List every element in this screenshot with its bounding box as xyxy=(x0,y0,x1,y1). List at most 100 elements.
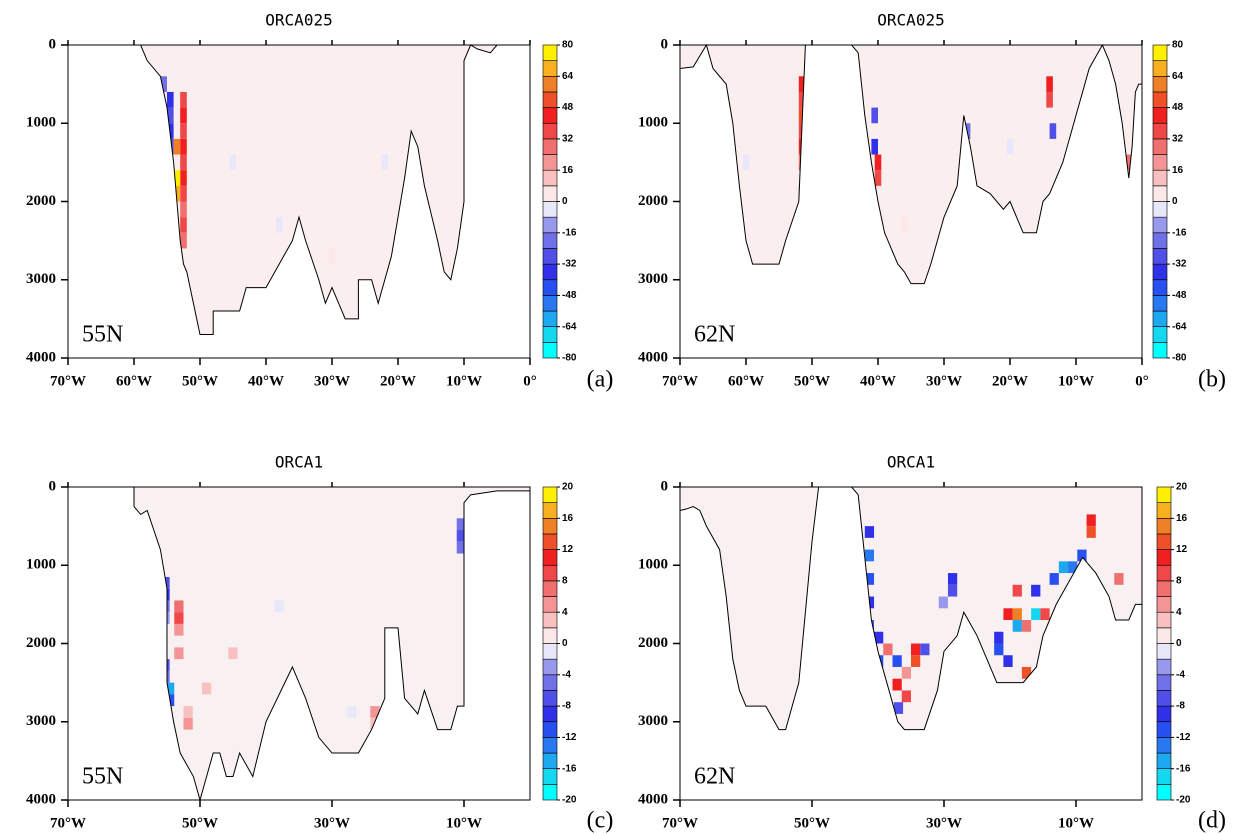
bathymetry xyxy=(68,486,530,802)
cell xyxy=(874,154,882,171)
cell xyxy=(347,706,357,718)
y-tick-label: 2000 xyxy=(638,193,668,209)
cell xyxy=(274,600,284,613)
chart-title: ORCA025 xyxy=(265,11,332,30)
panel-label: (c) xyxy=(587,808,614,834)
colorbar-box xyxy=(542,154,558,171)
colorbar-label: 12 xyxy=(562,544,574,555)
cell xyxy=(183,706,193,718)
colorbar-label: 16 xyxy=(1176,513,1188,524)
colorbar-box xyxy=(542,580,558,597)
cell xyxy=(160,670,170,683)
colorbar-box xyxy=(1152,91,1168,108)
colorbar-label: -20 xyxy=(562,795,577,806)
colorbar-box xyxy=(1152,154,1168,171)
colorbar-label: 0 xyxy=(562,196,568,207)
colorbar-box xyxy=(1156,690,1172,707)
cell xyxy=(167,91,174,108)
cell xyxy=(892,655,902,667)
y-tick-label: 4000 xyxy=(638,349,668,365)
cell xyxy=(180,217,187,233)
colorbar-box xyxy=(542,185,558,202)
colorbar-box xyxy=(542,737,558,754)
y-tick-label: 1000 xyxy=(638,115,668,131)
y-tick-label: 3000 xyxy=(638,713,668,729)
colorbar-box xyxy=(1156,549,1172,566)
colorbar-box xyxy=(1156,502,1172,519)
cell xyxy=(1031,584,1041,597)
ocean xyxy=(68,45,530,335)
colorbar-label: -16 xyxy=(1176,763,1191,774)
x-tick-label: 30°W xyxy=(314,373,350,389)
x-tick-label: 70°W xyxy=(50,815,86,831)
cell xyxy=(180,138,187,155)
cell xyxy=(871,107,878,124)
x-tick-label: 30°W xyxy=(926,373,962,389)
x-tick-label: 50°W xyxy=(794,373,830,389)
colorbar-box xyxy=(542,705,558,723)
cell xyxy=(901,217,908,233)
location-label: 62N xyxy=(694,764,735,790)
colorbar-box xyxy=(1152,122,1168,140)
colorbar-box xyxy=(1152,232,1168,249)
cell xyxy=(456,530,466,542)
colorbar-label: -12 xyxy=(562,732,577,743)
colorbar-box xyxy=(542,768,558,785)
colorbar-label: -64 xyxy=(562,321,577,332)
cell xyxy=(938,596,948,609)
cell xyxy=(275,217,283,233)
colorbar-box xyxy=(542,263,558,281)
colorbar-box xyxy=(1156,517,1172,535)
colorbar-box xyxy=(542,342,558,359)
colorbar-box xyxy=(542,122,558,140)
colorbar-label: 80 xyxy=(1172,40,1184,51)
x-tick-label: 50°W xyxy=(182,373,218,389)
x-tick-label: 60°W xyxy=(728,373,764,389)
colorbar-box xyxy=(1152,263,1168,281)
x-tick-label: 70°W xyxy=(662,815,698,831)
colorbar-label: 16 xyxy=(562,513,574,524)
cell xyxy=(1003,608,1013,621)
y-tick-label: 0 xyxy=(661,478,669,494)
cell xyxy=(228,647,238,660)
x-tick-label: 70°W xyxy=(50,373,86,389)
cell xyxy=(1012,608,1022,621)
x-tick-label: 0° xyxy=(1135,373,1149,389)
colorbar-label: 8 xyxy=(562,576,568,587)
cell xyxy=(160,588,170,601)
x-tick-label: 70°W xyxy=(662,373,698,389)
colorbar-label: 0 xyxy=(1176,638,1182,649)
cell xyxy=(174,647,184,660)
colorbar-box xyxy=(1156,580,1172,597)
colorbar-box xyxy=(1156,721,1172,738)
colorbar-box xyxy=(1152,201,1168,218)
ocean xyxy=(680,45,1142,284)
y-tick-label: 1000 xyxy=(26,115,56,131)
cell xyxy=(1021,620,1032,632)
colorbar-box xyxy=(542,564,558,582)
colorbar-label: -4 xyxy=(1176,669,1185,680)
colorbar-label: 0 xyxy=(1172,196,1178,207)
colorbar-box xyxy=(1156,737,1172,754)
colorbar-box xyxy=(542,533,558,550)
colorbar-box xyxy=(1156,784,1172,801)
colorbar-box xyxy=(542,169,558,187)
y-tick-label: 2000 xyxy=(638,635,668,651)
cell xyxy=(1086,514,1096,527)
cell xyxy=(180,91,187,108)
colorbar-box xyxy=(542,721,558,738)
x-tick-label: 60°W xyxy=(116,373,152,389)
colorbar-box xyxy=(1156,643,1172,660)
cell xyxy=(911,643,921,656)
colorbar-box xyxy=(1152,326,1168,343)
colorbar-box xyxy=(542,295,558,312)
colorbar-box xyxy=(1156,596,1172,613)
cell xyxy=(180,232,187,249)
cell xyxy=(160,612,170,624)
colorbar-label: 4 xyxy=(562,607,568,618)
chart-title: ORCA025 xyxy=(877,11,944,30)
cell xyxy=(328,248,336,265)
cell xyxy=(160,600,170,613)
colorbar-box xyxy=(1152,60,1168,77)
cell xyxy=(874,170,882,186)
